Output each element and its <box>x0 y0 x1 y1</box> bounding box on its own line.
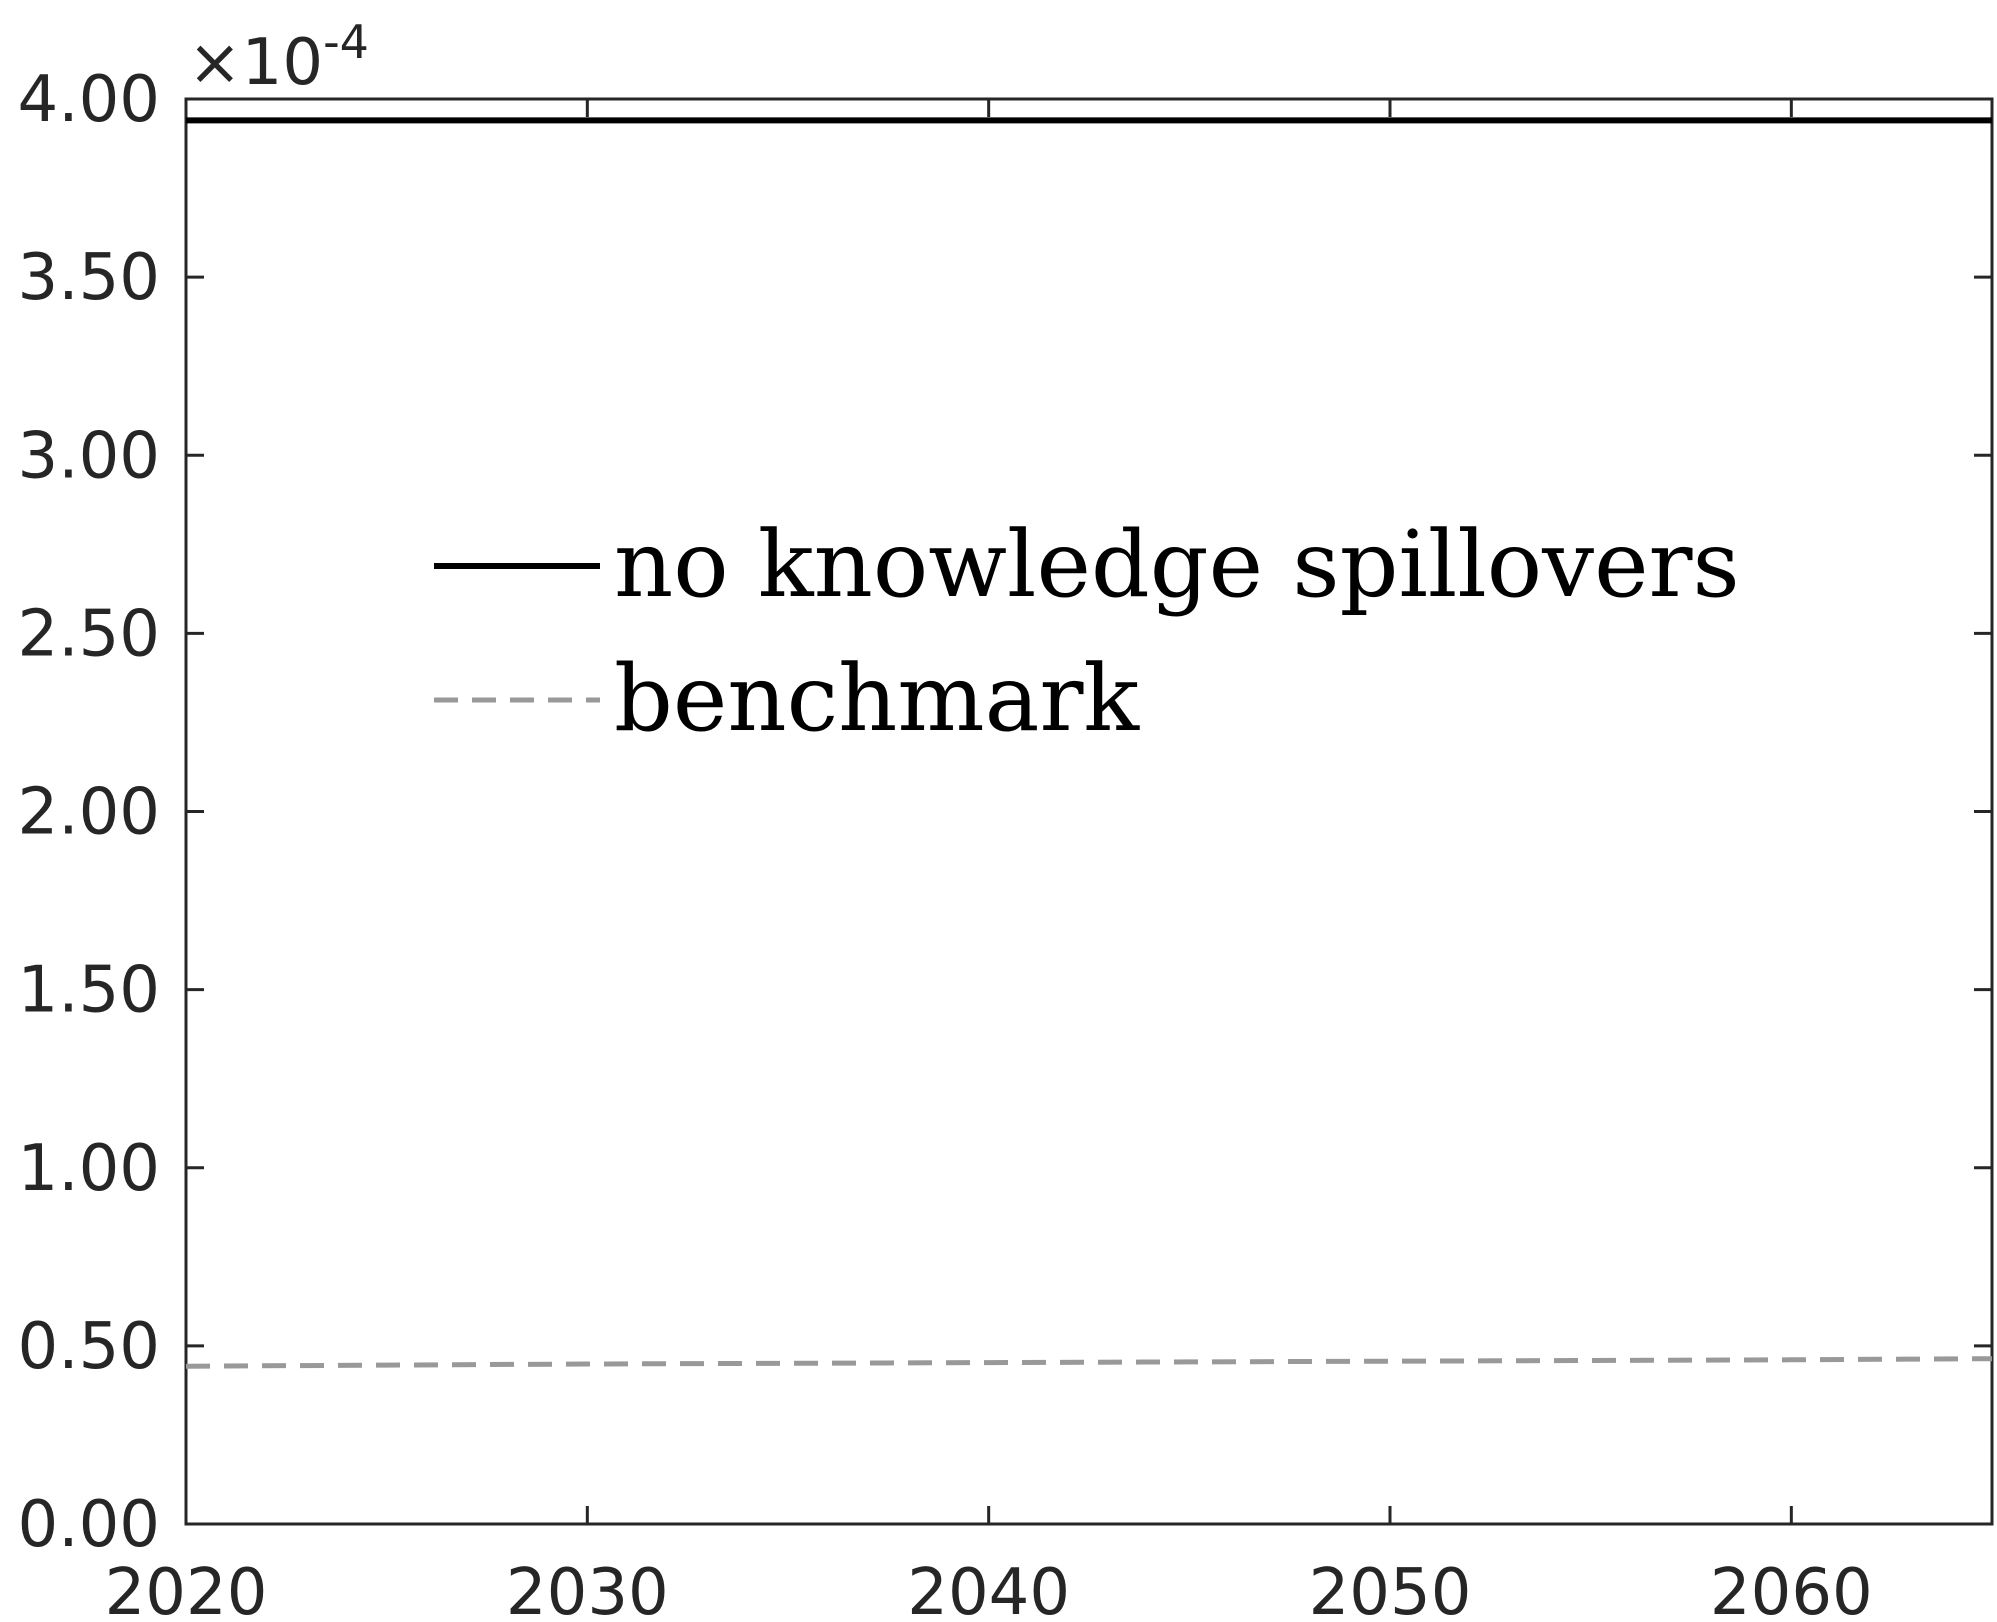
y-tick-label-2: 1.00 <box>18 1132 161 1206</box>
y-tick-label-7: 3.50 <box>18 241 161 315</box>
y-axis-multiplier: ×10-4 <box>188 15 369 100</box>
x-tick-label-2: 2040 <box>907 1556 1070 1622</box>
axes <box>184 97 1994 1526</box>
y-tick-label-1: 0.50 <box>18 1310 161 1384</box>
axis-ticks <box>184 97 1992 1526</box>
x-tick-label-0: 2020 <box>105 1556 268 1622</box>
x-tick-label-3: 2050 <box>1309 1556 1472 1622</box>
y-tick-label-4: 2.00 <box>18 776 161 850</box>
legend-label-1: benchmark <box>614 645 1140 752</box>
plot-box <box>184 97 1994 1526</box>
y-tick-label-8: 4.00 <box>18 63 161 137</box>
y-multiplier-exponent: -4 <box>323 15 369 69</box>
y-tick-label-6: 3.00 <box>18 419 161 493</box>
series-lines <box>185 117 1993 1369</box>
x-tick-label-4: 2060 <box>1710 1556 1873 1622</box>
x-tick-label-1: 2030 <box>506 1556 669 1622</box>
legend-label-0: no knowledge spillovers <box>614 511 1740 618</box>
y-tick-label-5: 2.50 <box>18 597 161 671</box>
y-multiplier-prefix: × <box>188 26 242 100</box>
legend: no knowledge spillovers benchmark <box>434 511 1740 752</box>
y-tick-labels: 0.00 0.50 1.00 1.50 2.00 2.50 3.00 3.50 4.00 <box>18 63 161 1562</box>
y-tick-label-3: 1.50 <box>18 954 161 1028</box>
series-line-1 <box>185 1356 1993 1369</box>
y-multiplier-base: 10 <box>242 26 323 100</box>
y-tick-label-0: 0.00 <box>18 1488 161 1562</box>
x-tick-labels: 2020 2030 2040 2050 2060 <box>105 1556 1873 1622</box>
